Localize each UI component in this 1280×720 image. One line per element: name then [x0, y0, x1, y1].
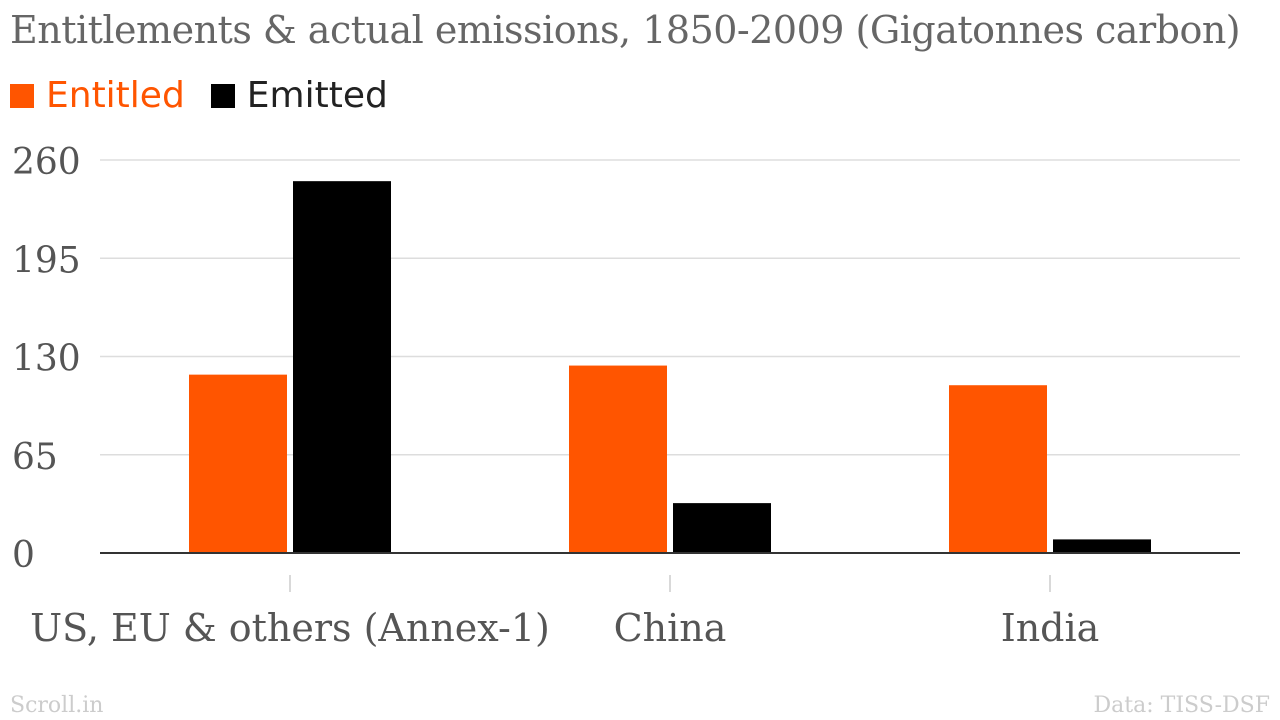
y-tick-label: 130 [12, 339, 81, 380]
legend-swatch-emitted [210, 84, 235, 108]
legend: Entitled Emitted [10, 74, 414, 118]
legend-label-entitled: Entitled [46, 75, 185, 116]
bar-emitted-2 [1053, 539, 1151, 553]
bar-entitled-2 [949, 385, 1047, 553]
publisher-credit: Scroll.in [10, 693, 104, 718]
y-tick-label: 0 [12, 535, 35, 576]
y-tick-label: 65 [12, 437, 58, 478]
legend-swatch-entitled [10, 84, 34, 108]
bar-entitled-0 [189, 374, 287, 553]
y-tick-label: 195 [12, 240, 81, 281]
legend-label-emitted: Emitted [246, 75, 388, 116]
bar-emitted-1 [673, 503, 771, 553]
x-category-label: China [614, 606, 727, 650]
legend-item-entitled: Entitled [10, 74, 185, 118]
x-category-label: US, EU & others (Annex-1) [30, 606, 550, 650]
data-source: Data: TISS-DSF [1093, 693, 1270, 718]
bar-emitted-0 [293, 181, 391, 553]
x-category-label: India [1001, 606, 1100, 650]
legend-item-emitted: Emitted [210, 74, 388, 118]
bar-entitled-1 [569, 365, 667, 553]
chart-title: Entitlements & actual emissions, 1850-20… [10, 8, 1241, 52]
y-tick-label: 260 [12, 142, 81, 183]
